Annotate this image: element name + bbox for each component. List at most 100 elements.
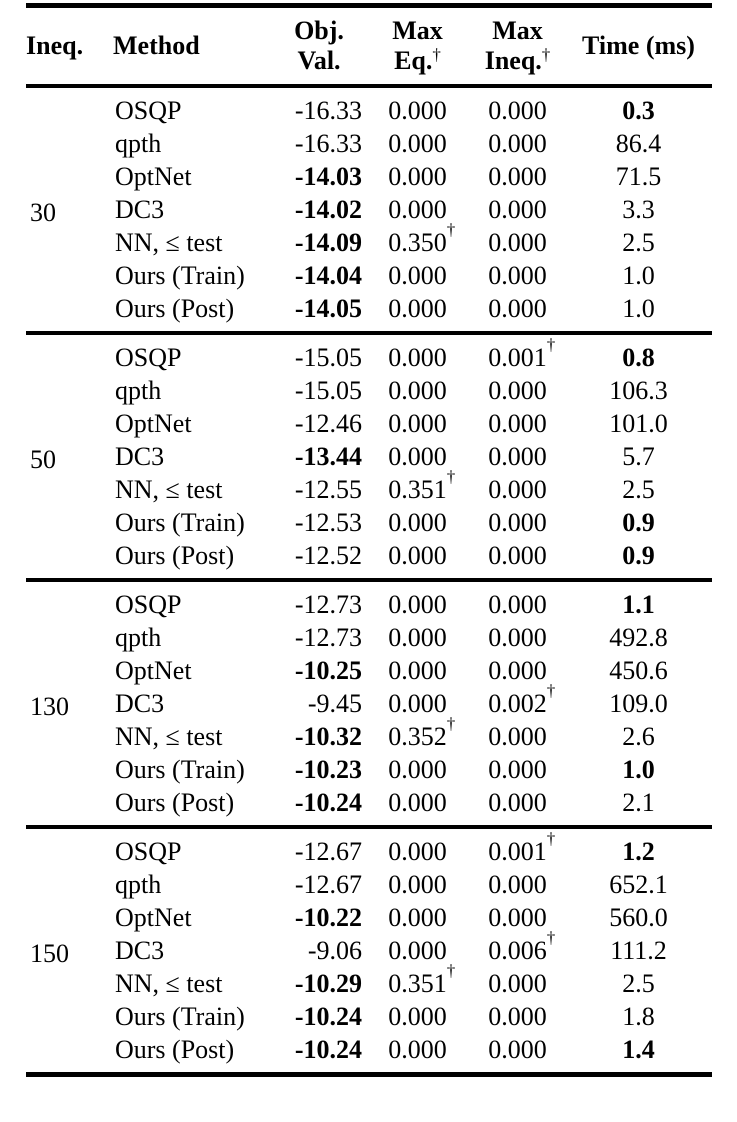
table-row: Ours (Post) -12.52 0.000 0.000 0.9 — [26, 539, 712, 580]
dagger-icon: † — [541, 45, 551, 64]
cell-value: 0.000 — [488, 722, 547, 751]
cell-value: -14.02 — [294, 195, 362, 224]
method-label: Ours (Post) — [115, 294, 235, 323]
header-method: Method — [113, 8, 273, 86]
table-row: DC3 -14.02 0.000 0.000 3.3 — [26, 193, 712, 226]
cell-value: 0.001 † — [488, 335, 556, 372]
cell-value: 0.350 † — [388, 220, 456, 257]
cell-value: 652.1 — [609, 870, 668, 899]
cell-value: 0.3 — [622, 96, 655, 125]
table-row: Ours (Train) -10.23 0.000 0.000 1.0 — [26, 753, 712, 786]
obj-val-cell: -15.05 — [273, 374, 365, 407]
cell-value: 0.000 — [388, 96, 447, 125]
method-label: Ours (Post) — [115, 788, 235, 817]
cell-value: 0.000 — [488, 623, 547, 652]
cell-value: 0.000 — [388, 195, 447, 224]
method-label: Ours (Train) — [115, 261, 245, 290]
obj-val-cell: -16.33 — [273, 86, 365, 127]
cell-value: 0.000 — [488, 294, 547, 323]
group-30: 30 OSQP -16.33 0.000 0.000 0.3 qpth -16.33 0.000… — [26, 86, 712, 333]
max-ineq-cell: 0.000 — [470, 407, 565, 440]
cell-value: 0.000 — [488, 96, 547, 125]
max-eq-cell: 0.000 — [365, 86, 470, 127]
cell-value: -10.24 — [294, 1002, 362, 1031]
cell-value: 0.000 — [488, 755, 547, 784]
obj-val-cell: -14.03 — [273, 160, 365, 193]
cell-value: -15.05 — [294, 376, 362, 405]
cell-value: 492.8 — [609, 623, 668, 652]
max-eq-cell: 0.000 — [365, 580, 470, 621]
time-cell: 101.0 — [565, 407, 712, 440]
cell-value: -10.22 — [294, 903, 362, 932]
method-label: DC3 — [115, 689, 165, 718]
method-label: Ours (Train) — [115, 508, 245, 537]
max-ineq-cell: 0.000 — [470, 86, 565, 127]
time-cell: 86.4 — [565, 127, 712, 160]
max-eq-cell: 0.000 — [365, 934, 470, 967]
cell-value: 0.000 — [488, 656, 547, 685]
obj-val-cell: -10.23 — [273, 753, 365, 786]
cell-value: 0.9 — [622, 508, 655, 537]
header-ineq-label: Ineq. — [26, 31, 84, 60]
max-ineq-cell: 0.000 — [470, 374, 565, 407]
header-max-eq-line1: Max — [392, 16, 443, 45]
cell-value: 0.000 — [488, 162, 547, 191]
max-ineq-cell: 0.000 — [470, 580, 565, 621]
table-row: NN, ≤ test -12.55 0.351 † 0.000 2.5 — [26, 467, 712, 506]
dagger-icon: † — [546, 681, 556, 700]
max-ineq-cell: 0.001 † — [470, 333, 565, 374]
cell-value: 0.002 † — [488, 681, 556, 718]
header-obj-line1: Obj. — [294, 16, 344, 45]
table-row: 130 OSQP -12.73 0.000 0.000 1.1 — [26, 580, 712, 721]
ineq-group-label: 50 — [30, 445, 56, 474]
max-eq-cell: 0.000 — [365, 621, 470, 654]
method-label: qpth — [115, 870, 162, 899]
cell-value: 109.0 — [609, 689, 668, 718]
obj-val-cell: -12.67 — [273, 868, 365, 901]
cell-value: 2.5 — [622, 969, 655, 998]
max-eq-cell: 0.351 † — [365, 961, 470, 1000]
time-cell: 2.5 — [565, 967, 712, 1000]
method-label: OSQP — [115, 96, 182, 125]
time-cell: 1.1 — [565, 580, 712, 621]
max-eq-cell: 0.000 — [365, 1033, 470, 1072]
cell-value: 0.000 — [388, 129, 447, 158]
cell-value: 0.000 — [488, 228, 547, 257]
cell-value: 0.351 † — [388, 961, 456, 998]
cell-value: 0.000 — [488, 409, 547, 438]
max-eq-cell: 0.352 † — [365, 715, 470, 753]
cell-value: 0.000 — [388, 623, 447, 652]
time-cell: 0.3 — [565, 86, 712, 127]
obj-val-cell: -14.02 — [273, 193, 365, 226]
method-label: OSQP — [115, 837, 182, 866]
max-eq-cell: 0.000 — [365, 193, 470, 226]
header-max-ineq: Max Ineq.† — [470, 8, 565, 86]
max-ineq-cell: 0.000 — [470, 786, 565, 827]
cell-value: 0.351 † — [388, 467, 456, 504]
max-ineq-cell: 0.000 — [470, 753, 565, 786]
dagger-icon: † — [446, 467, 456, 486]
cell-value: -12.67 — [294, 837, 362, 866]
max-eq-cell: 0.000 — [365, 440, 470, 473]
table-row: OptNet -10.22 0.000 0.000 560.0 — [26, 901, 712, 934]
max-eq-cell: 0.000 — [365, 1000, 470, 1033]
cell-value: 0.000 — [488, 442, 547, 471]
obj-val-cell: -10.24 — [273, 1033, 365, 1072]
max-ineq-cell: 0.000 — [470, 226, 565, 259]
cell-value: 0.000 — [488, 376, 547, 405]
ineq-group-label: 130 — [30, 692, 69, 721]
dagger-icon: † — [446, 961, 456, 980]
max-ineq-cell: 0.000 — [470, 1000, 565, 1033]
max-eq-cell: 0.000 — [365, 407, 470, 440]
results-table-wrap: Ineq. Method Obj. Val. Max Eq.† Max Ineq… — [26, 3, 712, 1077]
cell-value: 1.0 — [622, 261, 655, 290]
dagger-icon: † — [432, 45, 441, 64]
max-eq-cell: 0.350 † — [365, 220, 470, 259]
obj-val-cell: -13.44 — [273, 440, 365, 473]
max-eq-cell: 0.000 — [365, 654, 470, 687]
cell-value: -12.67 — [294, 870, 362, 899]
obj-val-cell: -12.73 — [273, 580, 365, 621]
ineq-group-label: 150 — [30, 939, 69, 968]
cell-value: 0.000 — [388, 376, 447, 405]
cell-value: 2.5 — [622, 228, 655, 257]
